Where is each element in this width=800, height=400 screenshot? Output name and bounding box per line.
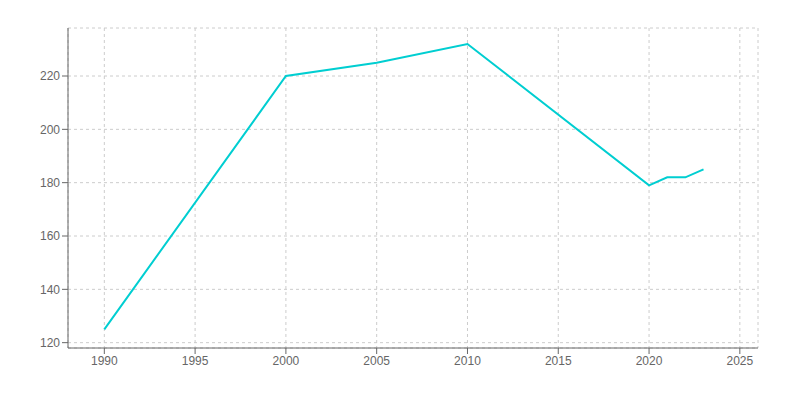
svg-text:180: 180 xyxy=(40,176,60,190)
svg-text:2015: 2015 xyxy=(545,354,572,368)
svg-text:2025: 2025 xyxy=(726,354,753,368)
svg-text:2020: 2020 xyxy=(636,354,663,368)
svg-text:2010: 2010 xyxy=(454,354,481,368)
svg-text:1995: 1995 xyxy=(182,354,209,368)
svg-text:220: 220 xyxy=(40,69,60,83)
svg-text:120: 120 xyxy=(40,336,60,350)
svg-text:200: 200 xyxy=(40,123,60,137)
svg-text:2005: 2005 xyxy=(363,354,390,368)
svg-text:160: 160 xyxy=(40,229,60,243)
svg-text:1990: 1990 xyxy=(91,354,118,368)
svg-text:140: 140 xyxy=(40,283,60,297)
svg-text:2000: 2000 xyxy=(273,354,300,368)
